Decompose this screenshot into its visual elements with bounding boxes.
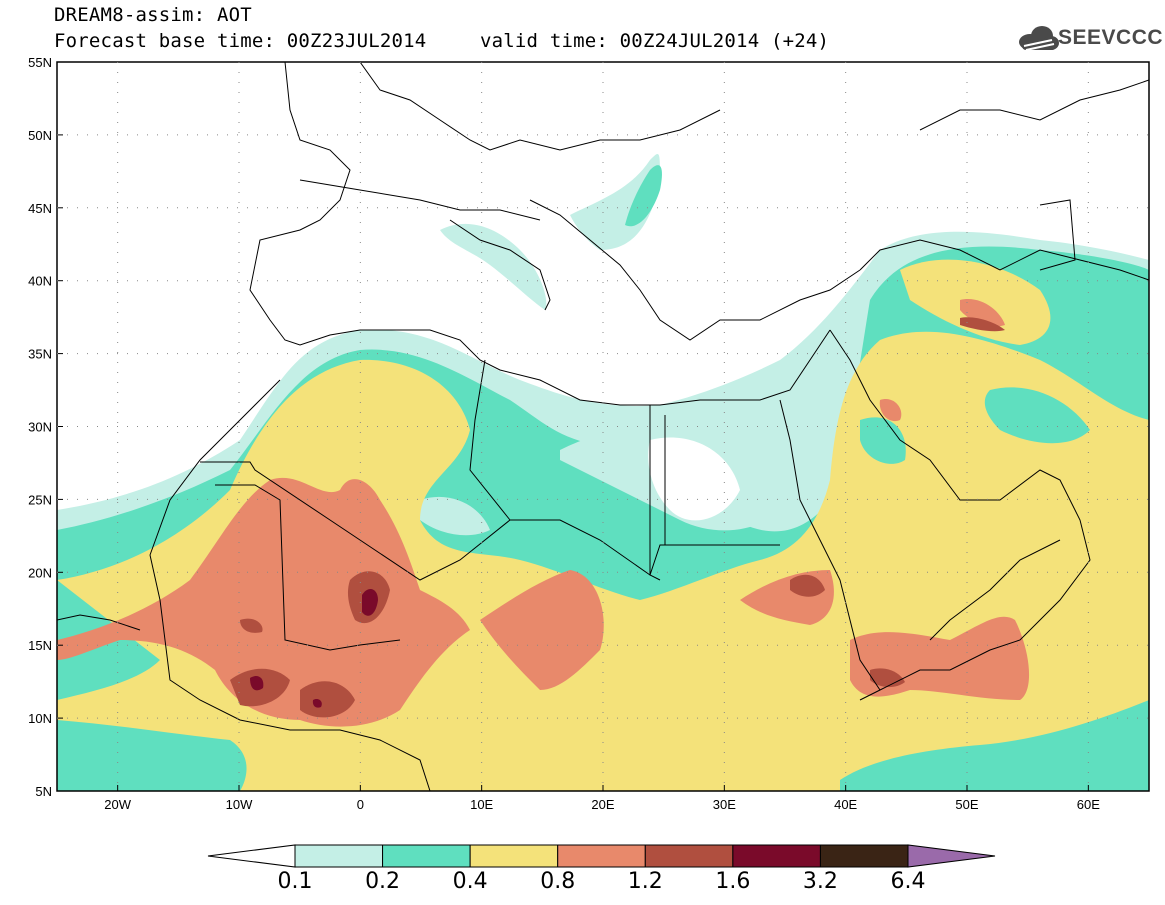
aot-region	[625, 165, 662, 227]
lon-tick-label: 50E	[955, 797, 978, 812]
colorbar-level-label: 3.2	[802, 869, 838, 894]
colorbar-swatch	[294, 844, 384, 868]
colorbar-level-label: 1.2	[627, 869, 663, 894]
cloud-icon	[1019, 26, 1059, 51]
title-valid-time: valid time: 00Z24JUL2014 (+24)	[480, 30, 830, 52]
colorbar-level-label: 0.1	[277, 869, 313, 894]
colorbar-swatch	[644, 844, 734, 868]
latitude-axis: 55N 50N 45N 40N 35N 30N 25N 20N 15N 10N 5N	[28, 55, 63, 799]
lon-tick-label: 60E	[1077, 797, 1100, 812]
colorbar-under-triangle	[207, 844, 296, 868]
aot-field	[57, 154, 1149, 791]
colorbar-over-triangle	[907, 844, 996, 868]
lat-tick-label: 40N	[28, 274, 52, 289]
aot-region	[57, 477, 470, 727]
lat-tick-label: 45N	[28, 201, 52, 216]
colorbar-swatch	[819, 844, 909, 868]
colorbar	[207, 844, 996, 868]
colorbar-level-label: 1.6	[715, 869, 751, 894]
colorbar-swatch	[382, 844, 471, 868]
lat-tick-label: 25N	[28, 492, 52, 507]
title-base-time: Forecast base time: 00Z23JUL2014	[54, 30, 427, 52]
aot-region	[960, 317, 1005, 332]
colorbar-level-label: 6.4	[890, 869, 926, 894]
graticule	[57, 62, 1149, 791]
lon-tick-label: 20E	[591, 797, 614, 812]
lon-tick-label: 10E	[470, 797, 493, 812]
aot-region	[362, 588, 378, 616]
aot-region	[250, 676, 264, 691]
aot-region	[440, 223, 547, 310]
lat-tick-label: 10N	[28, 711, 52, 726]
aot-region	[790, 574, 825, 597]
aot-region	[960, 299, 1005, 327]
colorbar-swatch	[557, 844, 646, 868]
lat-tick-label: 15N	[28, 638, 52, 653]
lon-tick-label: 20W	[104, 797, 131, 812]
aot-region	[860, 417, 906, 464]
aot-region	[57, 720, 247, 791]
aot-region	[312, 698, 322, 708]
lon-tick-label: 40E	[834, 797, 857, 812]
aot-region	[300, 681, 355, 718]
lon-tick-label: 30E	[713, 797, 736, 812]
colorbar-swatch	[732, 844, 821, 868]
lon-tick-label: 0	[357, 797, 364, 812]
lat-tick-label: 50N	[28, 128, 52, 143]
colorbar-level-label: 0.4	[452, 869, 488, 894]
aot-region	[480, 570, 604, 690]
aot-region	[570, 154, 660, 250]
lat-tick-label: 30N	[28, 420, 52, 435]
lat-tick-label: 55N	[28, 55, 52, 70]
colorbar-swatch	[469, 844, 559, 868]
lat-tick-label: 20N	[28, 565, 52, 580]
aot-region	[420, 496, 490, 536]
title-line-1: DREAM8-assim: AOT	[54, 4, 252, 26]
colorbar-level-label: 0.2	[365, 869, 401, 894]
aot-region	[240, 618, 263, 633]
lat-tick-label: 5N	[35, 784, 52, 799]
lon-tick-label: 10W	[226, 797, 253, 812]
aot-region	[984, 387, 1090, 444]
logo-text: SEEVCCC	[1058, 26, 1164, 49]
coastlines	[57, 62, 1149, 791]
lat-tick-label: 35N	[28, 347, 52, 362]
aot-region	[879, 399, 902, 422]
longitude-axis: 20W 10W 0 10E 20E 30E 40E 50E 60E	[104, 785, 1100, 812]
colorbar-level-label: 0.8	[540, 869, 576, 894]
